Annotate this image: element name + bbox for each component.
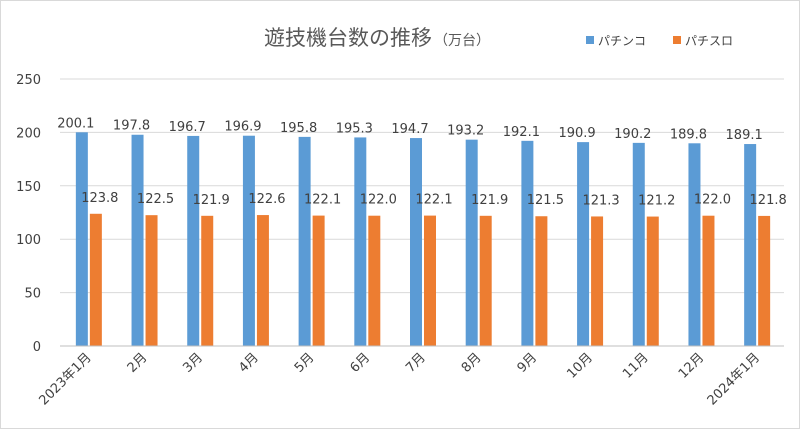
data-label: 121.2: [638, 194, 675, 209]
legend-label-pachislot: パチスロ: [685, 34, 733, 48]
data-label: 121.5: [527, 193, 564, 208]
bar: [424, 215, 436, 346]
data-label: 122.6: [248, 192, 285, 207]
legend-swatch-pachinko: [586, 36, 594, 44]
bar: [521, 140, 534, 346]
bar: [577, 142, 590, 346]
bar: [535, 216, 548, 346]
bar: [256, 215, 269, 346]
data-label: 200.1: [57, 116, 94, 131]
data-label: 121.3: [582, 193, 619, 208]
bar: [744, 144, 757, 346]
bar: [410, 138, 422, 346]
data-label: 122.1: [304, 193, 341, 208]
data-label: 123.8: [81, 191, 118, 206]
bar: [688, 143, 701, 346]
x-tick-label: 4月: [236, 350, 262, 376]
x-tick-label: 5月: [292, 350, 318, 376]
x-tick-label: 12月: [676, 350, 707, 381]
data-label: 195.3: [336, 121, 373, 136]
x-tick-label: 2024年1月: [705, 350, 763, 408]
data-labels: 200.1 123.8 197.8 122.5 196.7 121.9 196.9 122.6…: [57, 116, 787, 208]
data-label: 122.0: [360, 193, 397, 208]
data-label: 122.1: [415, 193, 452, 208]
data-label: 197.8: [113, 119, 150, 134]
legend-label-pachinko: パチンコ: [598, 34, 646, 48]
bar: [145, 215, 158, 346]
bar: [242, 135, 255, 346]
data-label: 195.8: [280, 121, 317, 136]
bar: [368, 215, 381, 346]
x-tick-label: 6月: [347, 350, 373, 376]
y-tick-label: 150: [16, 180, 41, 195]
chart-title-unit: （万台）: [434, 33, 490, 49]
data-label: 193.2: [447, 124, 484, 139]
bar: [131, 134, 144, 346]
bar: [75, 132, 88, 346]
bars: [75, 132, 771, 346]
x-tick-label: 10月: [564, 350, 595, 381]
data-label: 122.0: [694, 193, 731, 208]
bar: [298, 136, 311, 346]
bar: [89, 213, 102, 346]
legend: パチンコ パチスロ: [586, 34, 733, 48]
data-label: 196.9: [224, 120, 261, 135]
bar: [201, 215, 214, 346]
data-label: 121.9: [471, 193, 508, 208]
data-label: 190.2: [614, 127, 651, 142]
bar: [591, 216, 604, 346]
bar: [646, 216, 659, 346]
bar: [479, 215, 492, 346]
y-tick-label: 250: [16, 73, 41, 88]
bar: [758, 215, 771, 346]
x-tick-label: 2023年1月: [36, 350, 94, 408]
data-label: 192.1: [503, 125, 540, 140]
data-label: 189.1: [726, 128, 763, 143]
x-tick-label: 3月: [180, 350, 206, 376]
data-label: 122.5: [137, 192, 174, 207]
data-label: 121.8: [750, 193, 787, 208]
bar: [702, 215, 715, 346]
y-tick-label: 200: [16, 126, 41, 141]
legend-swatch-pachislot: [673, 36, 681, 44]
data-label: 196.7: [169, 120, 206, 135]
data-label: 121.9: [193, 193, 230, 208]
y-tick-label: 0: [33, 340, 41, 355]
bar: [354, 137, 367, 346]
y-tick-label: 50: [24, 287, 41, 302]
chart-title: 遊技機台数の推移: [264, 26, 432, 50]
x-tick-label: 9月: [515, 350, 541, 376]
x-tick-label: 11月: [620, 350, 651, 381]
bar: [312, 215, 325, 346]
data-label: 189.8: [670, 127, 707, 142]
x-tick-label: 2月: [125, 350, 151, 376]
y-tick-label: 100: [16, 233, 41, 248]
bar: [187, 135, 200, 346]
data-label: 190.9: [558, 126, 595, 141]
bar: [465, 139, 478, 346]
bar: [632, 142, 645, 346]
x-tick-label: 8月: [459, 350, 485, 376]
data-label: 194.7: [391, 122, 428, 137]
x-tick-label: 7月: [403, 350, 429, 376]
